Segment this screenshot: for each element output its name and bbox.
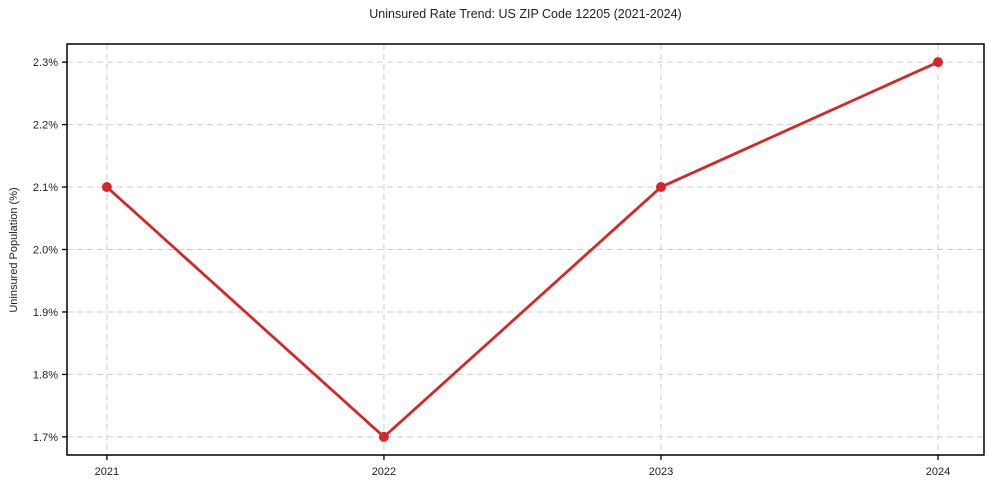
data-point-marker <box>933 57 944 68</box>
data-point-marker <box>101 182 112 193</box>
chart-title: Uninsured Rate Trend: US ZIP Code 12205 … <box>369 7 682 21</box>
x-tick-label: 2023 <box>649 466 673 478</box>
y-tick-label: 2.0% <box>33 245 58 257</box>
x-tick-label: 2021 <box>95 466 119 478</box>
y-tick-label: 2.2% <box>33 120 58 132</box>
y-tick-label: 2.3% <box>33 57 58 69</box>
data-line <box>105 60 940 439</box>
y-tick-label: 2.1% <box>33 182 58 194</box>
data-point-marker <box>378 431 389 442</box>
y-tick-label: 1.9% <box>33 307 58 319</box>
plot-border <box>66 43 985 456</box>
y-tick-label: 1.7% <box>33 432 58 444</box>
x-tick-label: 2022 <box>372 466 396 478</box>
y-tick-label: 1.8% <box>33 369 58 381</box>
x-tick-label: 2024 <box>926 466 950 478</box>
data-point-marker <box>655 182 666 193</box>
